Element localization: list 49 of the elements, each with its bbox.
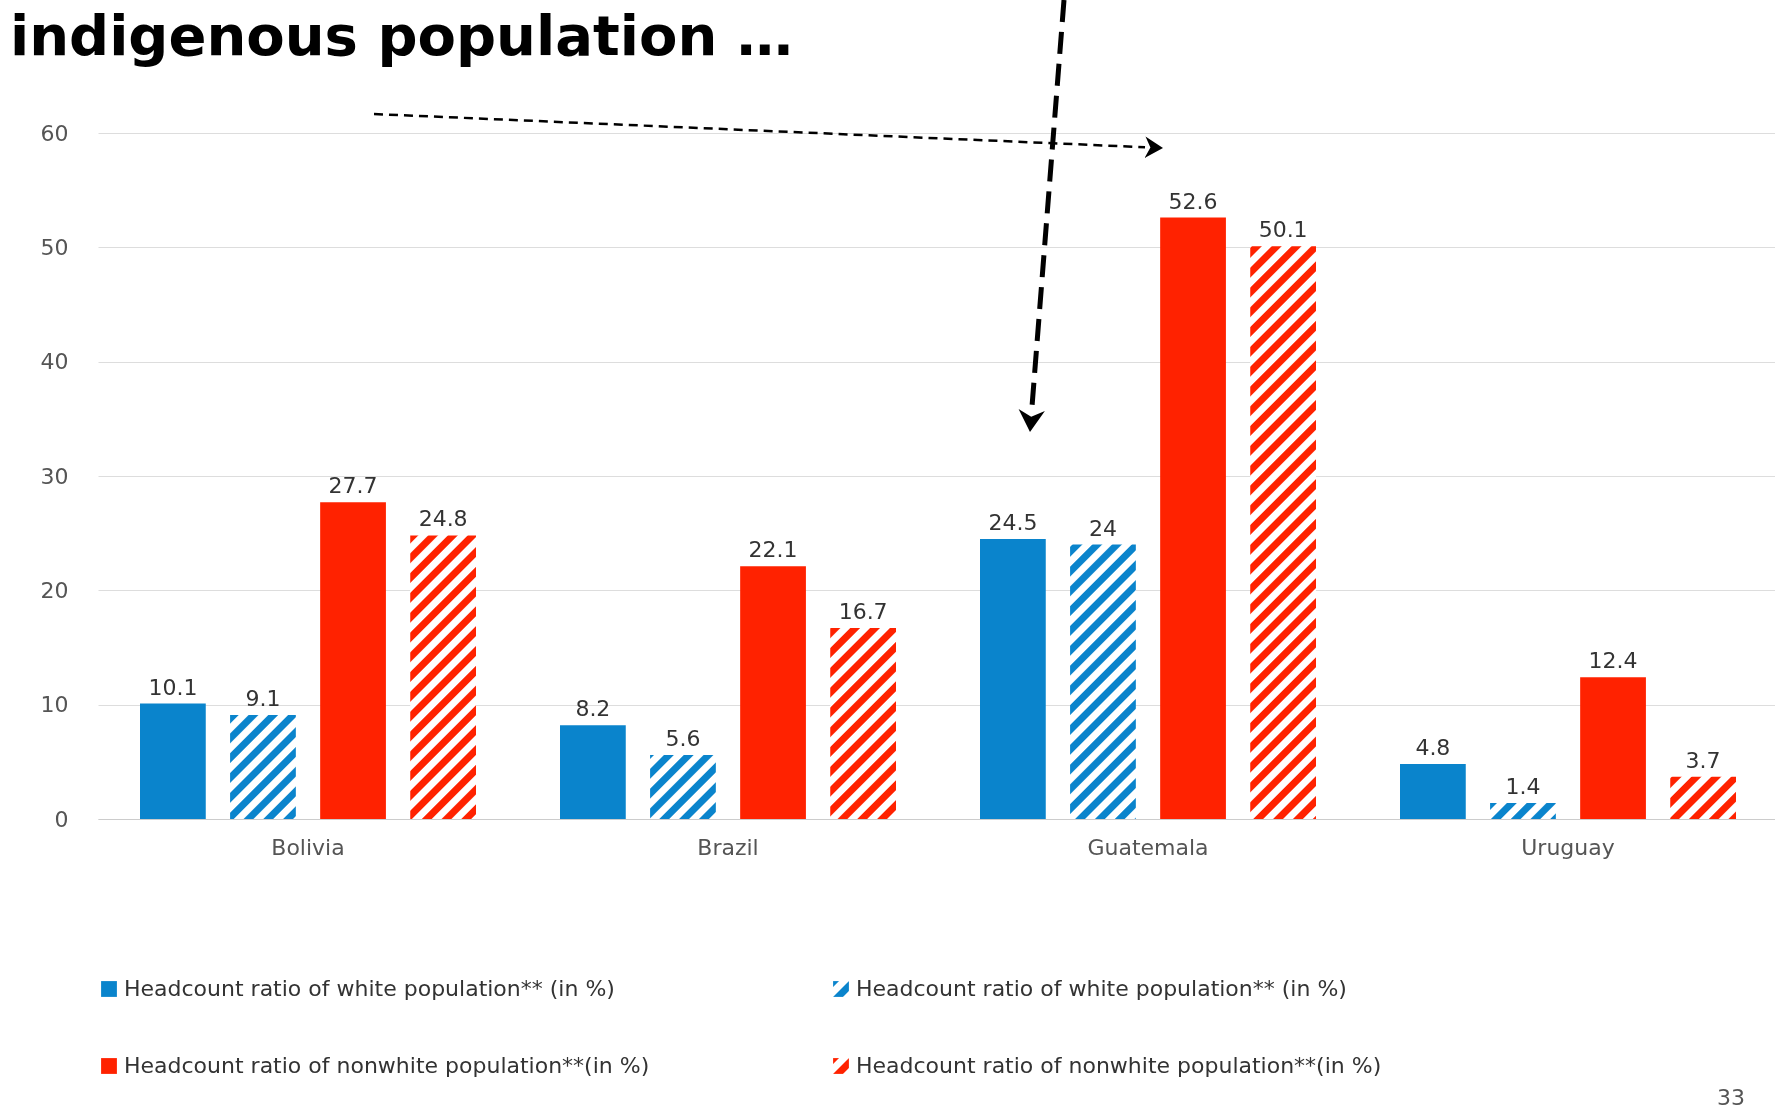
- data-label: 24: [1088, 515, 1117, 541]
- bar: [740, 566, 806, 819]
- y-tick-label: 50: [40, 234, 69, 260]
- text: 33: [1717, 1085, 1745, 1108]
- legend-label: Headcount ratio of nonwhite population**(in %): [856, 1053, 1382, 1078]
- x-tick-label: Uruguay: [1521, 834, 1615, 860]
- bar: [650, 754, 716, 819]
- y-tick-label: 10: [40, 692, 69, 718]
- bar: [140, 703, 206, 819]
- y-tick-label: 60: [40, 120, 69, 146]
- bar: [830, 628, 896, 819]
- bar: [230, 714, 296, 819]
- data-label: 50.1: [1258, 217, 1308, 243]
- data-label: 12.4: [1588, 648, 1638, 674]
- data-label: 22.1: [748, 537, 798, 563]
- y-tick-label: 0: [54, 806, 69, 832]
- bar: [560, 725, 626, 819]
- data-label: 4.8: [1415, 735, 1451, 761]
- bar: [1490, 802, 1556, 819]
- data-label: 24.8: [418, 506, 468, 532]
- data-label: 24.5: [988, 509, 1038, 535]
- bar: [1250, 246, 1316, 819]
- bar: [1400, 764, 1466, 819]
- data-label: 16.7: [838, 599, 888, 625]
- data-label: 27.7: [328, 473, 378, 499]
- y-tick-label: 30: [40, 463, 69, 489]
- data-label: 5.6: [665, 725, 701, 751]
- y-tick-label: 20: [40, 577, 69, 603]
- legend-label: Headcount ratio of white population** (in %): [124, 976, 615, 1001]
- bar: [1070, 544, 1136, 819]
- legend-label: Headcount ratio of white population** (in %): [856, 976, 1347, 1001]
- y-tick-label: 40: [40, 349, 69, 375]
- x-tick-label: Brazil: [697, 834, 759, 860]
- bar: [410, 535, 476, 819]
- data-label: 9.1: [245, 685, 281, 711]
- bar: [320, 502, 386, 819]
- bar: [1670, 776, 1736, 819]
- bar: [980, 538, 1046, 819]
- x-tick-label: Bolivia: [271, 834, 345, 860]
- data-label: 1.4: [1505, 773, 1541, 799]
- bar: [1580, 677, 1646, 819]
- bar: [1160, 217, 1226, 819]
- data-label: 10.1: [148, 674, 198, 700]
- data-label: 8.2: [575, 696, 611, 722]
- x-tick-label: Guatemala: [1087, 834, 1209, 860]
- chart-title: indigenous population …: [10, 3, 793, 68]
- data-label: 52.6: [1168, 188, 1218, 214]
- legend-label: Headcount ratio of nonwhite population**(in %): [124, 1053, 650, 1078]
- data-label: 3.7: [1685, 747, 1721, 773]
